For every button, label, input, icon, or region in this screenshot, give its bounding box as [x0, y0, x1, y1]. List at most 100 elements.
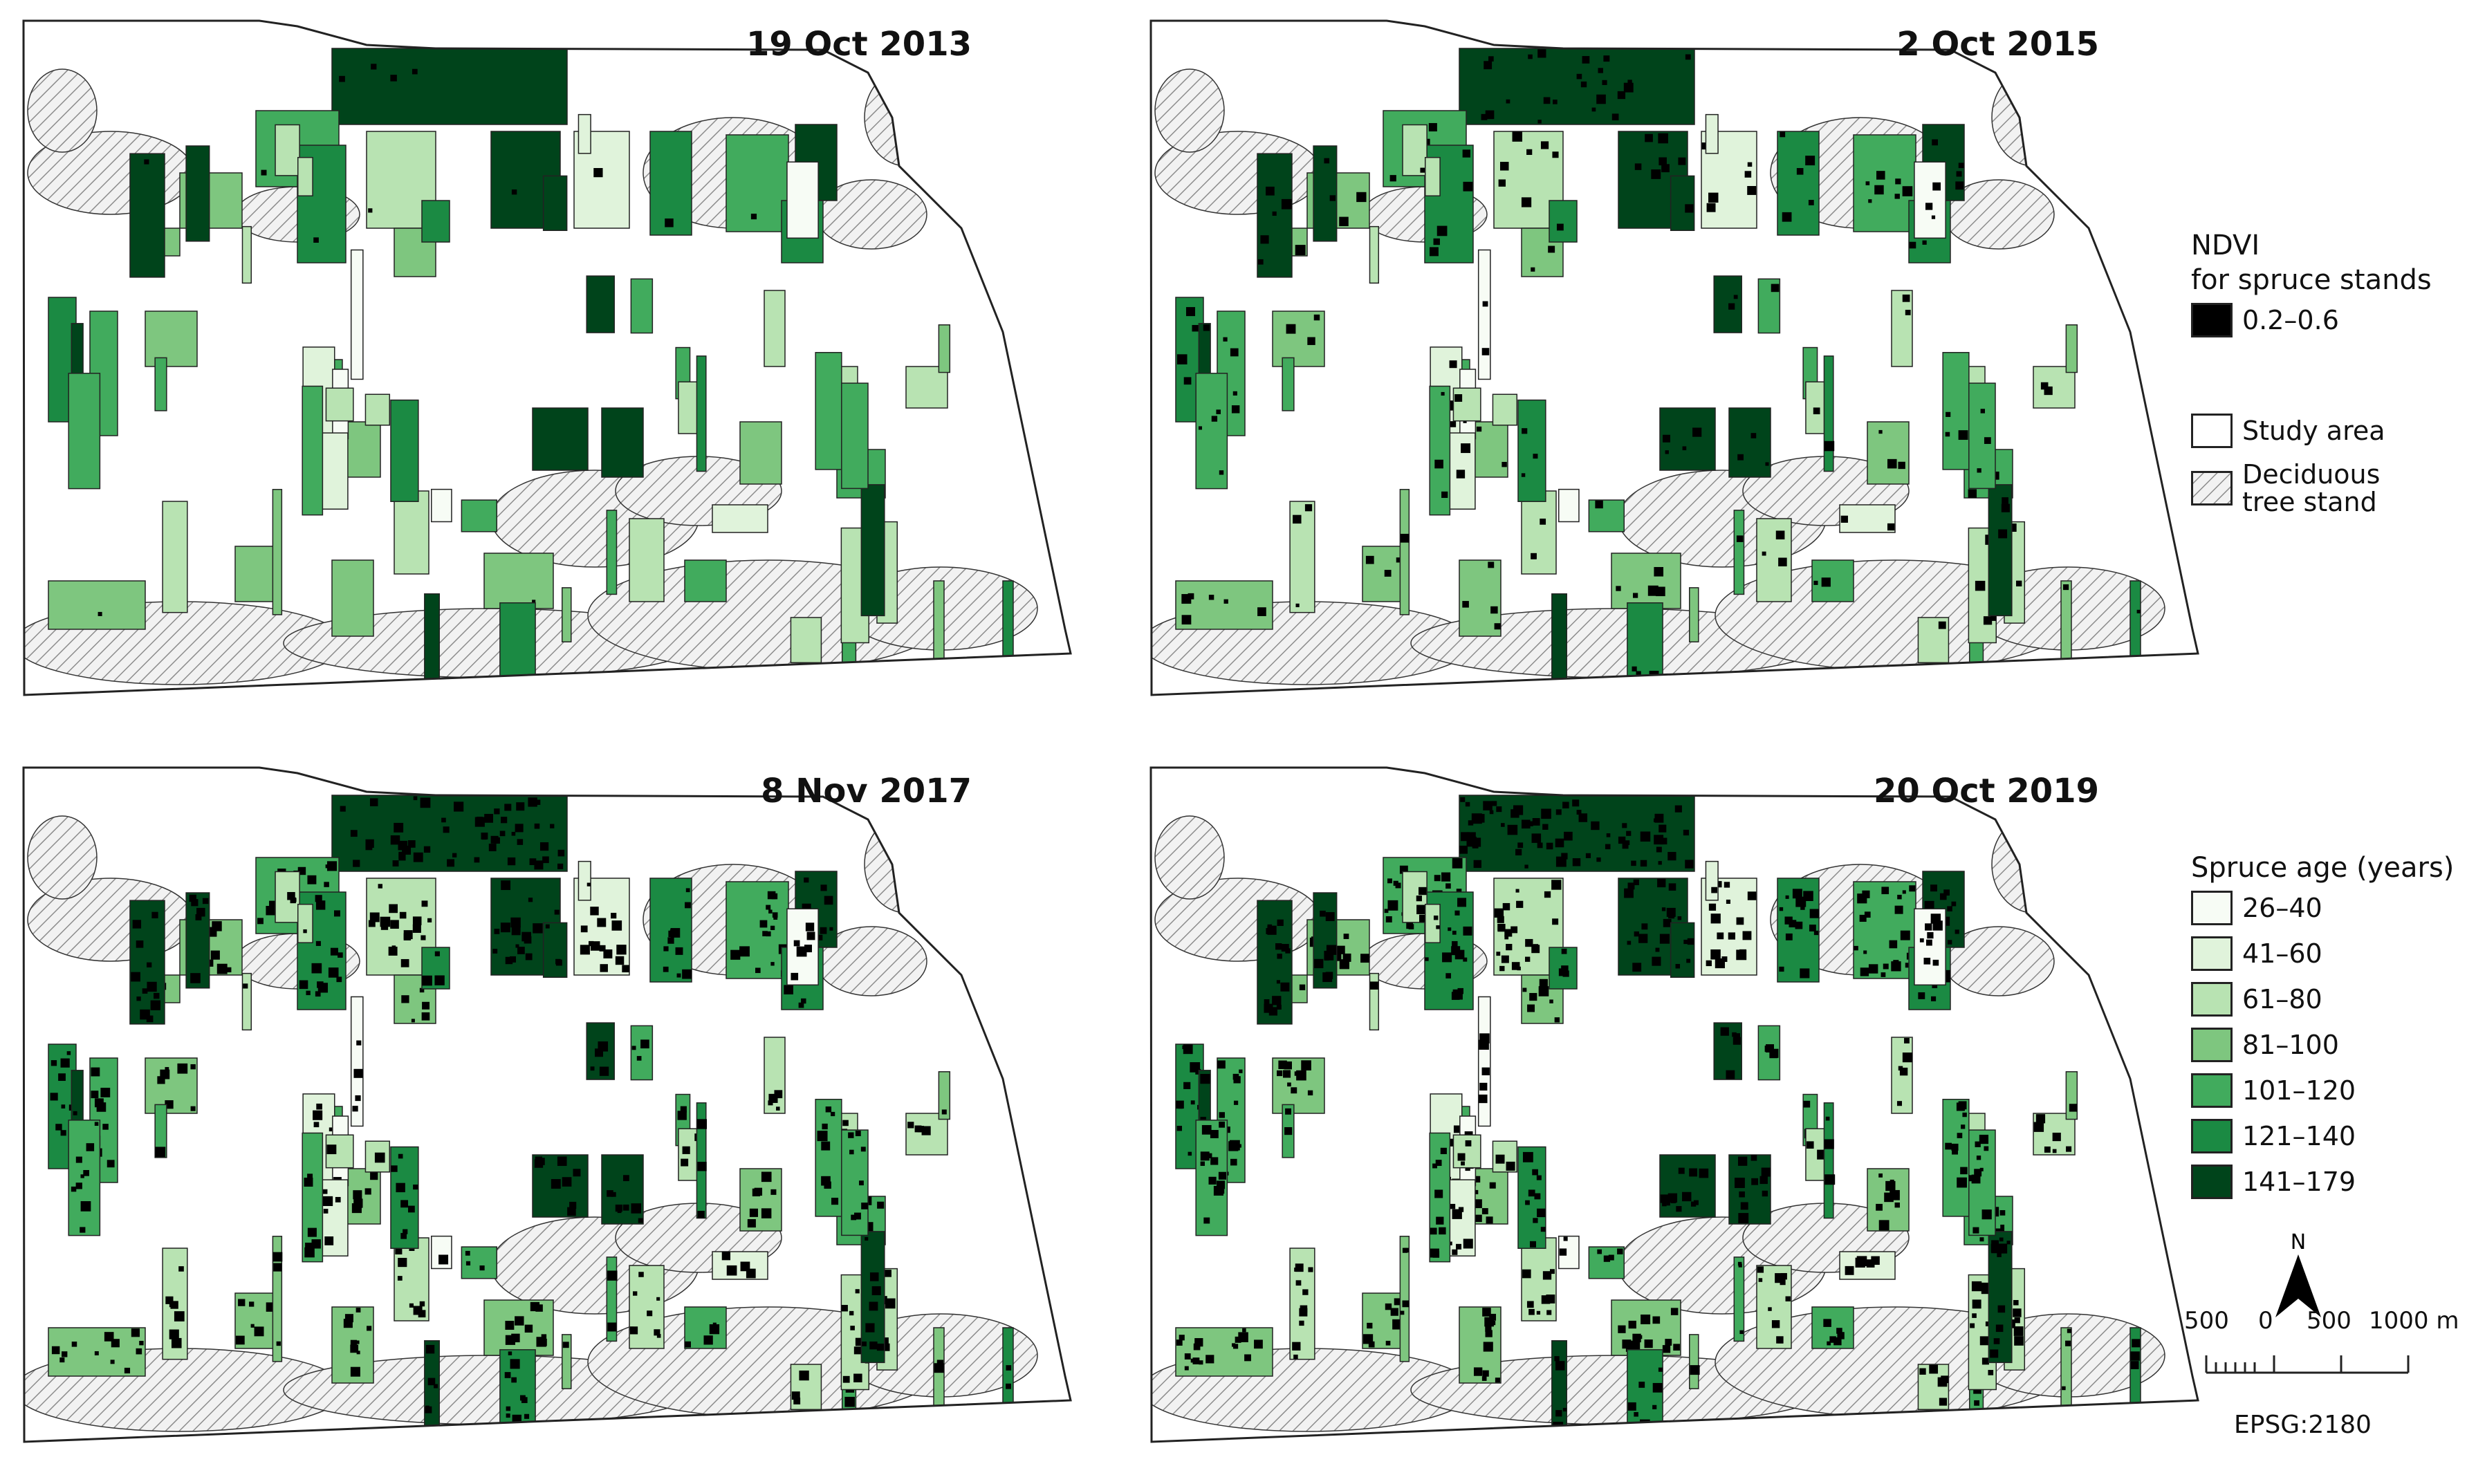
spruce-stand [431, 488, 452, 523]
ndvi-pixel [1693, 1200, 1699, 1205]
ndvi-pixel [1789, 920, 1797, 928]
ndvi-pixel [1997, 1252, 2002, 1257]
ndvi-pixel [1617, 91, 1626, 100]
ndvi-pixel [420, 797, 431, 808]
scale-label-2: 500 [2307, 1307, 2351, 1335]
ndvi-pixel [1685, 54, 1691, 60]
ndvi-pixel [1556, 223, 1564, 231]
ndvi-pixel [1658, 133, 1668, 144]
ndvi-pixel [1195, 1068, 1201, 1075]
ndvi-pixel [861, 1203, 868, 1209]
ndvi-pixel [1975, 1141, 1981, 1147]
ndvi-pixel [1188, 1151, 1192, 1156]
age-heading: Spruce age (years) [2191, 852, 2455, 884]
ndvi-pixel [1489, 1182, 1496, 1189]
ndvi-pixel [1465, 1165, 1470, 1171]
ndvi-pixel [1484, 61, 1493, 70]
ndvi-pixel [1585, 853, 1591, 858]
ndvi-pixel [1461, 1161, 1465, 1166]
map-canvas-2013 [22, 19, 1072, 696]
legend-study-area: Study area Deciduous tree stand [2191, 408, 2385, 523]
spruce-stand [421, 200, 450, 243]
ndvi-pixel [822, 1123, 828, 1130]
ndvi-pixel [1476, 426, 1482, 432]
ndvi-pixel [1668, 911, 1672, 916]
legend-ndvi: NDVI for spruce stands 0.2–0.6 [2191, 228, 2432, 343]
ndvi-pixel [532, 600, 536, 604]
ndvi-pixel [398, 1257, 407, 1268]
ndvi-pixel [1854, 945, 1858, 951]
ndvi-pixel [665, 218, 674, 228]
spruce-stand [129, 153, 165, 278]
ndvi-pixel [1591, 821, 1600, 831]
ndvi-pixel [1532, 1169, 1538, 1176]
ndvi-pixel [1368, 1341, 1375, 1348]
ndvi-pixel [1231, 405, 1240, 414]
ndvi-pixel [1724, 882, 1730, 888]
ndvi-pixel [712, 1322, 717, 1326]
ndvi-pixel [1387, 878, 1392, 884]
ndvi-pixel [80, 1227, 86, 1233]
ndvi-pixel [494, 929, 500, 934]
ndvi-pixel [1435, 1160, 1442, 1166]
ndvi-pixel [356, 1040, 362, 1046]
ndvi-pixel [1490, 606, 1498, 614]
ndvi-pixel [1531, 945, 1540, 954]
ndvi-pixel [1874, 185, 1884, 195]
ndvi-pixel [1176, 1126, 1183, 1131]
ndvi-pixel [1442, 952, 1452, 963]
ndvi-pixel [1539, 978, 1548, 987]
ndvi-pixel [703, 1335, 713, 1345]
ndvi-pixel [1537, 120, 1542, 124]
deciduous-stand [1991, 68, 2076, 167]
ndvi-pixel [1654, 813, 1664, 823]
spruce-stand [275, 124, 300, 176]
scalebar [2205, 1355, 2410, 1374]
ndvi-pixel [1930, 884, 1937, 892]
ndvi-pixel [663, 966, 669, 972]
ndvi-pixel [1975, 580, 1986, 591]
ndvi-pixel [1199, 1360, 1203, 1365]
ndvi-pixel [1434, 459, 1443, 469]
ndvi-pixel [817, 934, 823, 940]
ndvi-pixel [1997, 1243, 2008, 1254]
ndvi-pixel [1531, 554, 1537, 559]
ndvi-pixel [510, 1359, 520, 1369]
ndvi-pixel [1652, 1316, 1661, 1324]
ndvi-pixel [1785, 1296, 1791, 1301]
ndvi-pixel [2052, 1149, 2057, 1153]
ndvi-pixel [1420, 167, 1425, 173]
ndvi-pixel [1400, 533, 1410, 543]
ndvi-pixel [593, 167, 603, 178]
ndvi-pixel [1663, 918, 1672, 927]
ndvi-pixel [1656, 586, 1665, 597]
ndvi-pixel [2130, 1351, 2140, 1361]
ndvi-pixel [1562, 1407, 1567, 1412]
ndvi-pixel [1638, 1382, 1645, 1388]
ndvi-pixel [1636, 671, 1641, 676]
ndvi-pixel [747, 1218, 756, 1228]
ndvi-pixel [272, 1252, 283, 1262]
ndvi-pixel [169, 1329, 179, 1339]
ndvi-pixel [488, 844, 497, 851]
ndvi-pixel [631, 1203, 641, 1214]
ndvi-pixel [340, 806, 346, 812]
spruce-stand [1558, 1235, 1580, 1270]
ndvi-pixel [165, 1296, 174, 1304]
ndvi-pixel [266, 906, 275, 916]
age-swatch [2191, 1119, 2233, 1153]
ndvi-pixel [1238, 1332, 1248, 1342]
ndvi-pixel [147, 962, 152, 967]
ndvi-pixel [1526, 1301, 1534, 1308]
ndvi-pixel [1894, 194, 1900, 199]
ndvi-pixel [1419, 914, 1427, 922]
ndvi-pixel [1618, 1325, 1626, 1333]
ndvi-pixel [380, 916, 391, 927]
ndvi-pixel [607, 1270, 618, 1281]
map-panel-2013: 19 Oct 2013 [7, 7, 1086, 712]
ndvi-pixel [1645, 133, 1653, 142]
ndvi-pixel [315, 991, 321, 997]
ndvi-pixel [1511, 962, 1520, 970]
ndvi-pixel [1534, 1193, 1541, 1200]
ndvi-pixel [1951, 1143, 1959, 1151]
